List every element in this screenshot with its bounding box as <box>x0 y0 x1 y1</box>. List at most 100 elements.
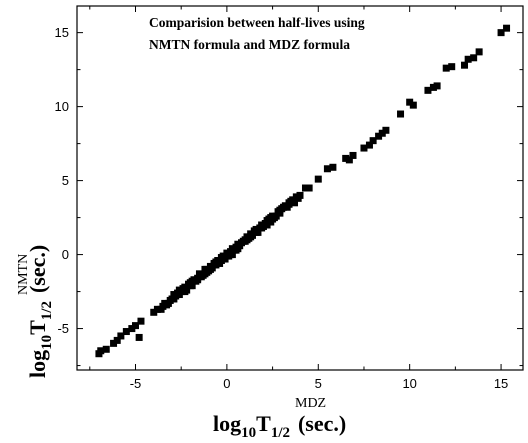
data-point <box>150 308 158 316</box>
data-point <box>424 86 432 94</box>
data-point <box>122 328 130 336</box>
data-point <box>206 265 214 273</box>
data-point <box>203 265 211 273</box>
data-point <box>137 317 145 325</box>
data-point <box>276 209 284 217</box>
data-point <box>291 199 299 207</box>
data-point <box>369 137 377 145</box>
x-label-superscript: MDZ <box>295 396 326 411</box>
data-point <box>97 347 105 355</box>
data-point <box>234 240 242 248</box>
data-point <box>175 291 183 299</box>
data-point <box>470 54 478 62</box>
x-tick-label: 5 <box>315 376 322 391</box>
data-point <box>159 302 167 310</box>
data-point <box>243 236 251 244</box>
x-label-log: log <box>213 411 241 436</box>
data-point <box>349 151 357 159</box>
svg-text:log10T1/2(sec.): log10T1/2 (sec.) <box>25 245 55 378</box>
x-label-log-subscript: 10 <box>241 425 256 441</box>
data-point <box>345 156 353 164</box>
data-point <box>285 199 293 207</box>
data-point <box>153 305 161 313</box>
y-tick-label: -5 <box>57 321 69 336</box>
data-point <box>194 276 202 284</box>
data-point <box>163 301 171 309</box>
data-point <box>406 98 414 106</box>
data-point <box>397 110 405 118</box>
data-point <box>166 296 174 304</box>
data-point <box>175 286 183 294</box>
data-point <box>170 295 178 303</box>
data-point <box>365 141 373 149</box>
x-tick-label: 10 <box>402 376 416 391</box>
data-point <box>433 82 441 90</box>
y-label-unit: (sec.) <box>25 245 50 293</box>
x-label-unit: (sec.) <box>298 411 346 436</box>
data-point <box>227 251 235 259</box>
data-point <box>329 163 337 171</box>
data-point <box>314 175 322 183</box>
data-point <box>323 165 331 173</box>
data-point <box>461 61 469 69</box>
x-tick-label: 0 <box>223 376 230 391</box>
y-tick-label: 15 <box>55 25 69 40</box>
data-point <box>442 64 450 72</box>
data-point <box>181 288 189 296</box>
y-label-log: log <box>25 350 50 378</box>
svg-text:log10T1/2(sec.): log10T1/2 (sec.) <box>213 411 346 441</box>
plot-frame <box>76 5 524 371</box>
data-point <box>232 246 240 254</box>
data-point <box>464 55 472 63</box>
data-point <box>228 245 236 253</box>
data-point <box>210 259 218 267</box>
data-point <box>117 332 125 340</box>
data-point <box>131 322 139 330</box>
data-point <box>128 325 136 333</box>
data-point <box>113 336 121 344</box>
data-point <box>375 132 383 140</box>
data-point <box>247 233 255 241</box>
x-axis-label: log10T1/2 (sec.) MDZ <box>213 396 346 441</box>
data-point <box>135 333 143 341</box>
y-axis-label: log10T1/2 (sec.) NMTN <box>16 245 55 378</box>
data-point <box>475 48 483 56</box>
data-point <box>263 221 271 229</box>
data-point <box>201 270 209 278</box>
data-point <box>252 228 260 236</box>
y-ticks: -5 0 5 10 15 <box>55 25 523 367</box>
x-label-T: T <box>256 411 271 436</box>
data-point <box>258 224 266 232</box>
data-points <box>95 24 511 358</box>
data-point <box>429 83 437 91</box>
x-tick-label: -5 <box>130 376 142 391</box>
x-ticks: -5 0 5 10 15 <box>89 6 508 391</box>
data-point <box>378 129 386 137</box>
data-point <box>219 255 227 263</box>
data-point <box>283 203 291 211</box>
data-point <box>382 126 390 134</box>
y-label-subscript: 1/2 <box>39 301 55 320</box>
y-label-log-subscript: 10 <box>39 335 55 350</box>
data-point <box>263 217 271 225</box>
data-point <box>448 63 456 71</box>
data-point <box>186 282 194 290</box>
data-point <box>294 194 302 202</box>
x-tick-label: 15 <box>494 376 508 391</box>
data-point <box>102 345 110 353</box>
data-point <box>503 24 511 32</box>
y-tick-label: 10 <box>55 99 69 114</box>
data-point <box>305 184 313 192</box>
y-tick-label: 5 <box>62 173 69 188</box>
data-point <box>342 154 350 162</box>
data-point <box>280 203 288 211</box>
chart-title-line-2: NMTN formula and MDZ formula <box>149 37 350 52</box>
y-tick-label: 0 <box>62 247 69 262</box>
data-point <box>110 339 118 347</box>
data-point <box>409 101 417 109</box>
data-point <box>360 144 368 152</box>
data-point <box>188 277 196 285</box>
chart-title-line-1: Comparision between half-lives using <box>149 15 365 30</box>
data-point <box>223 252 231 260</box>
